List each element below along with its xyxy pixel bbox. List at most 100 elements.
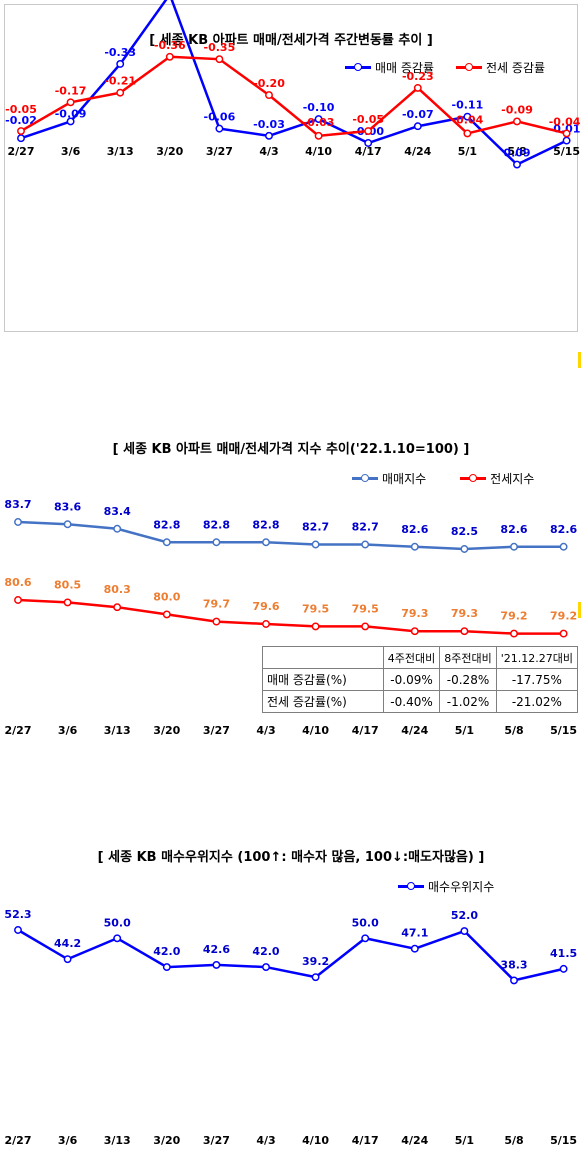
data-point-buyer-index [113,934,122,943]
legend: 매수우위지수 [398,878,494,895]
x-tick-label: 5/15 [550,1134,577,1147]
table-header: 8주전대비 [439,646,497,669]
change-rate-table: 4주전대비 8주전대비 '21.12.27대비 매매 증감률(%) -0.09%… [262,646,579,713]
data-label-jeonse: -0.05 [5,103,37,116]
data-label-sale: -0.02 [5,114,37,127]
data-point-buyer-index [361,934,370,943]
data-point-buyer-index [311,973,320,982]
x-tick-label: 4/10 [305,145,332,158]
data-label-jeonse-index: 79.7 [203,598,230,611]
data-point-sale [463,112,472,121]
chart-title: [ 세종 KB 아파트 매매/전세가격 주간변동률 추이 ] [149,33,433,48]
data-label-jeonse: -0.35 [204,41,236,54]
data-label-buyer-index: 50.0 [352,916,379,929]
data-point-sale-index [510,542,518,551]
data-label-jeonse-index: 79.5 [352,602,379,615]
data-label-sale: 0.09 [503,147,530,160]
data-label-buyer-index: 52.3 [4,908,31,921]
x-tick-label: 3/20 [153,724,180,737]
table-row: 매매 증감률(%) -0.09% -0.28% -17.75% [262,668,579,691]
data-point-buyer-index [460,927,469,936]
data-label-jeonse-index: 80.6 [4,576,31,589]
data-label-jeonse-index: 80.3 [104,583,131,596]
data-label-buyer-index: 41.5 [550,947,577,960]
data-label-sale: -0.06 [204,111,236,124]
data-label-buyer-index: 52.0 [451,909,478,922]
data-point-jeonse-index [559,629,568,638]
data-point-sale-index [361,540,370,549]
data-point-sale-index [460,545,469,553]
data-label-sale: -0.01 [549,123,581,136]
x-tick-label: 4/24 [401,724,428,737]
series-line-jeonse [20,55,567,138]
data-label-sale-index: 83.7 [4,498,31,511]
data-label-sale-index: 82.7 [302,521,329,534]
data-label-sale: -0.33 [104,46,136,59]
data-label-buyer-index: 42.6 [203,943,230,956]
data-point-sale [413,122,422,131]
table-cell: -0.28% [439,668,497,691]
table-cell: -17.75% [495,668,579,691]
data-point-buyer-index [162,963,171,972]
data-label-sale: -0.09 [55,107,87,120]
data-label-jeonse: -0.03 [303,116,335,129]
chart-svg: 2/27 3/6 3/13 3/20 3/27 4/3 4/10 4/17 4/24 5/1 5/8… [4,498,577,737]
chart-title: [ 세종 KB 매수우위지수 (100↑: 매수자 많음, 100↓:매도자많음… [97,850,485,865]
data-point-jeonse [413,83,422,92]
data-point-sale [314,115,323,124]
x-tick-label: 3/20 [153,1134,180,1147]
data-label-sale: -0.11 [452,99,484,112]
data-point-jeonse-index [311,622,320,631]
x-tick-label: 3/27 [206,145,233,158]
data-point-sale-index [63,520,72,529]
data-point-jeonse [314,131,323,140]
data-point-jeonse-index [510,629,518,638]
data-label-sale-index: 82.6 [401,523,428,536]
table-cell: -0.40% [382,690,441,713]
legend: 매매 증감률 전세 증감률 [345,59,545,76]
data-point-jeonse-index [113,603,122,612]
data-point-jeonse [215,55,224,64]
data-point-sale-index [14,518,22,526]
data-point-jeonse-index [410,627,419,636]
data-label-buyer-index: 38.3 [500,958,527,971]
data-point-jeonse-index [63,598,72,607]
index-chart: [ 세종 KB 아파트 매매/전세가격 지수 추이('22.1.10=100) … [4,424,579,742]
legend-label-buyer-index: 매수우위지수 [428,880,495,894]
series-line-jeonse-index [17,598,564,635]
x-tick-label: 2/27 [8,145,35,158]
data-label-sale-index: 83.4 [104,505,131,518]
data-label-buyer-index: 39.2 [302,955,329,968]
legend: 매매지수 전세지수 [352,470,534,487]
table-header-row: 4주전대비 8주전대비 '21.12.27대비 [262,646,579,669]
data-point-buyer-index [559,964,568,973]
data-point-buyer-index [63,955,72,964]
data-point-sale [66,117,75,126]
table-header: 4주전대비 [382,646,441,669]
table-cell [262,646,384,669]
x-tick-label: 5/8 [504,1134,523,1147]
data-label-sale-index: 82.7 [352,521,379,534]
table-cell: -1.02% [439,690,497,713]
x-tick-label: 3/13 [104,724,131,737]
data-point-jeonse-index [361,622,370,631]
x-tick-label: 3/27 [203,1134,230,1147]
data-label-jeonse: -0.36 [154,39,186,52]
data-label-sale: -0.07 [402,108,434,121]
data-point-buyer-index [262,963,270,972]
edge-marker [578,602,581,618]
data-label-buyer-index: 42.0 [252,945,279,958]
data-label-jeonse: -0.05 [352,113,384,126]
weekly-change-chart: [ 세종 KB 아파트 매매/전세가격 주간변동률 추이 ] 매매 증감률 전세… [4,0,581,332]
data-point-jeonse-index [262,620,270,628]
x-tick-label: 3/6 [61,145,81,158]
buyer-advantage-chart: [ 세종 KB 매수우위지수 (100↑: 매수자 많음, 100↓:매도자많음… [4,830,578,1170]
x-tick-label: 4/10 [302,724,329,737]
x-tick-label: 5/8 [504,724,523,737]
data-label-jeonse: -0.17 [55,84,87,97]
x-tick-label: 4/3 [256,724,275,737]
x-tick-label: 4/24 [404,145,431,158]
plot-area [19,83,575,307]
x-tick-label: 4/3 [256,1134,275,1147]
legend-label-sale: 매매 증감률 [375,61,435,75]
